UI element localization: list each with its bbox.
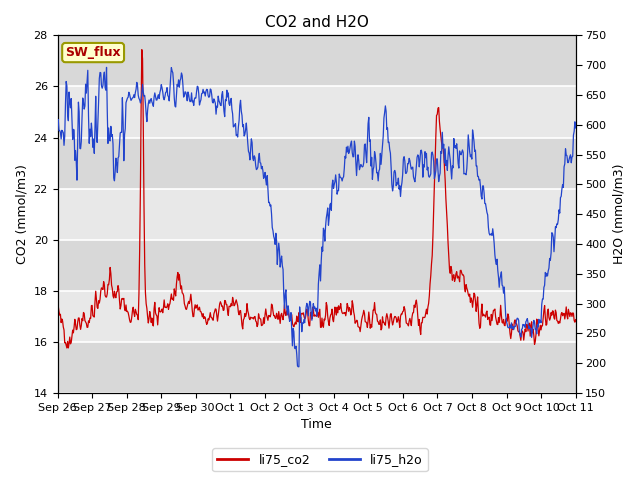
Bar — [58, 342, 575, 393]
Bar — [58, 240, 575, 291]
Bar — [58, 86, 575, 138]
Bar — [58, 138, 575, 189]
Y-axis label: CO2 (mmol/m3): CO2 (mmol/m3) — [15, 164, 28, 264]
Bar — [58, 189, 575, 240]
Legend: li75_co2, li75_h2o: li75_co2, li75_h2o — [212, 448, 428, 471]
Title: CO2 and H2O: CO2 and H2O — [264, 15, 369, 30]
Bar — [58, 36, 575, 86]
Bar — [58, 291, 575, 342]
Text: SW_flux: SW_flux — [65, 46, 121, 59]
X-axis label: Time: Time — [301, 419, 332, 432]
Y-axis label: H2O (mmol/m3): H2O (mmol/m3) — [612, 164, 625, 264]
